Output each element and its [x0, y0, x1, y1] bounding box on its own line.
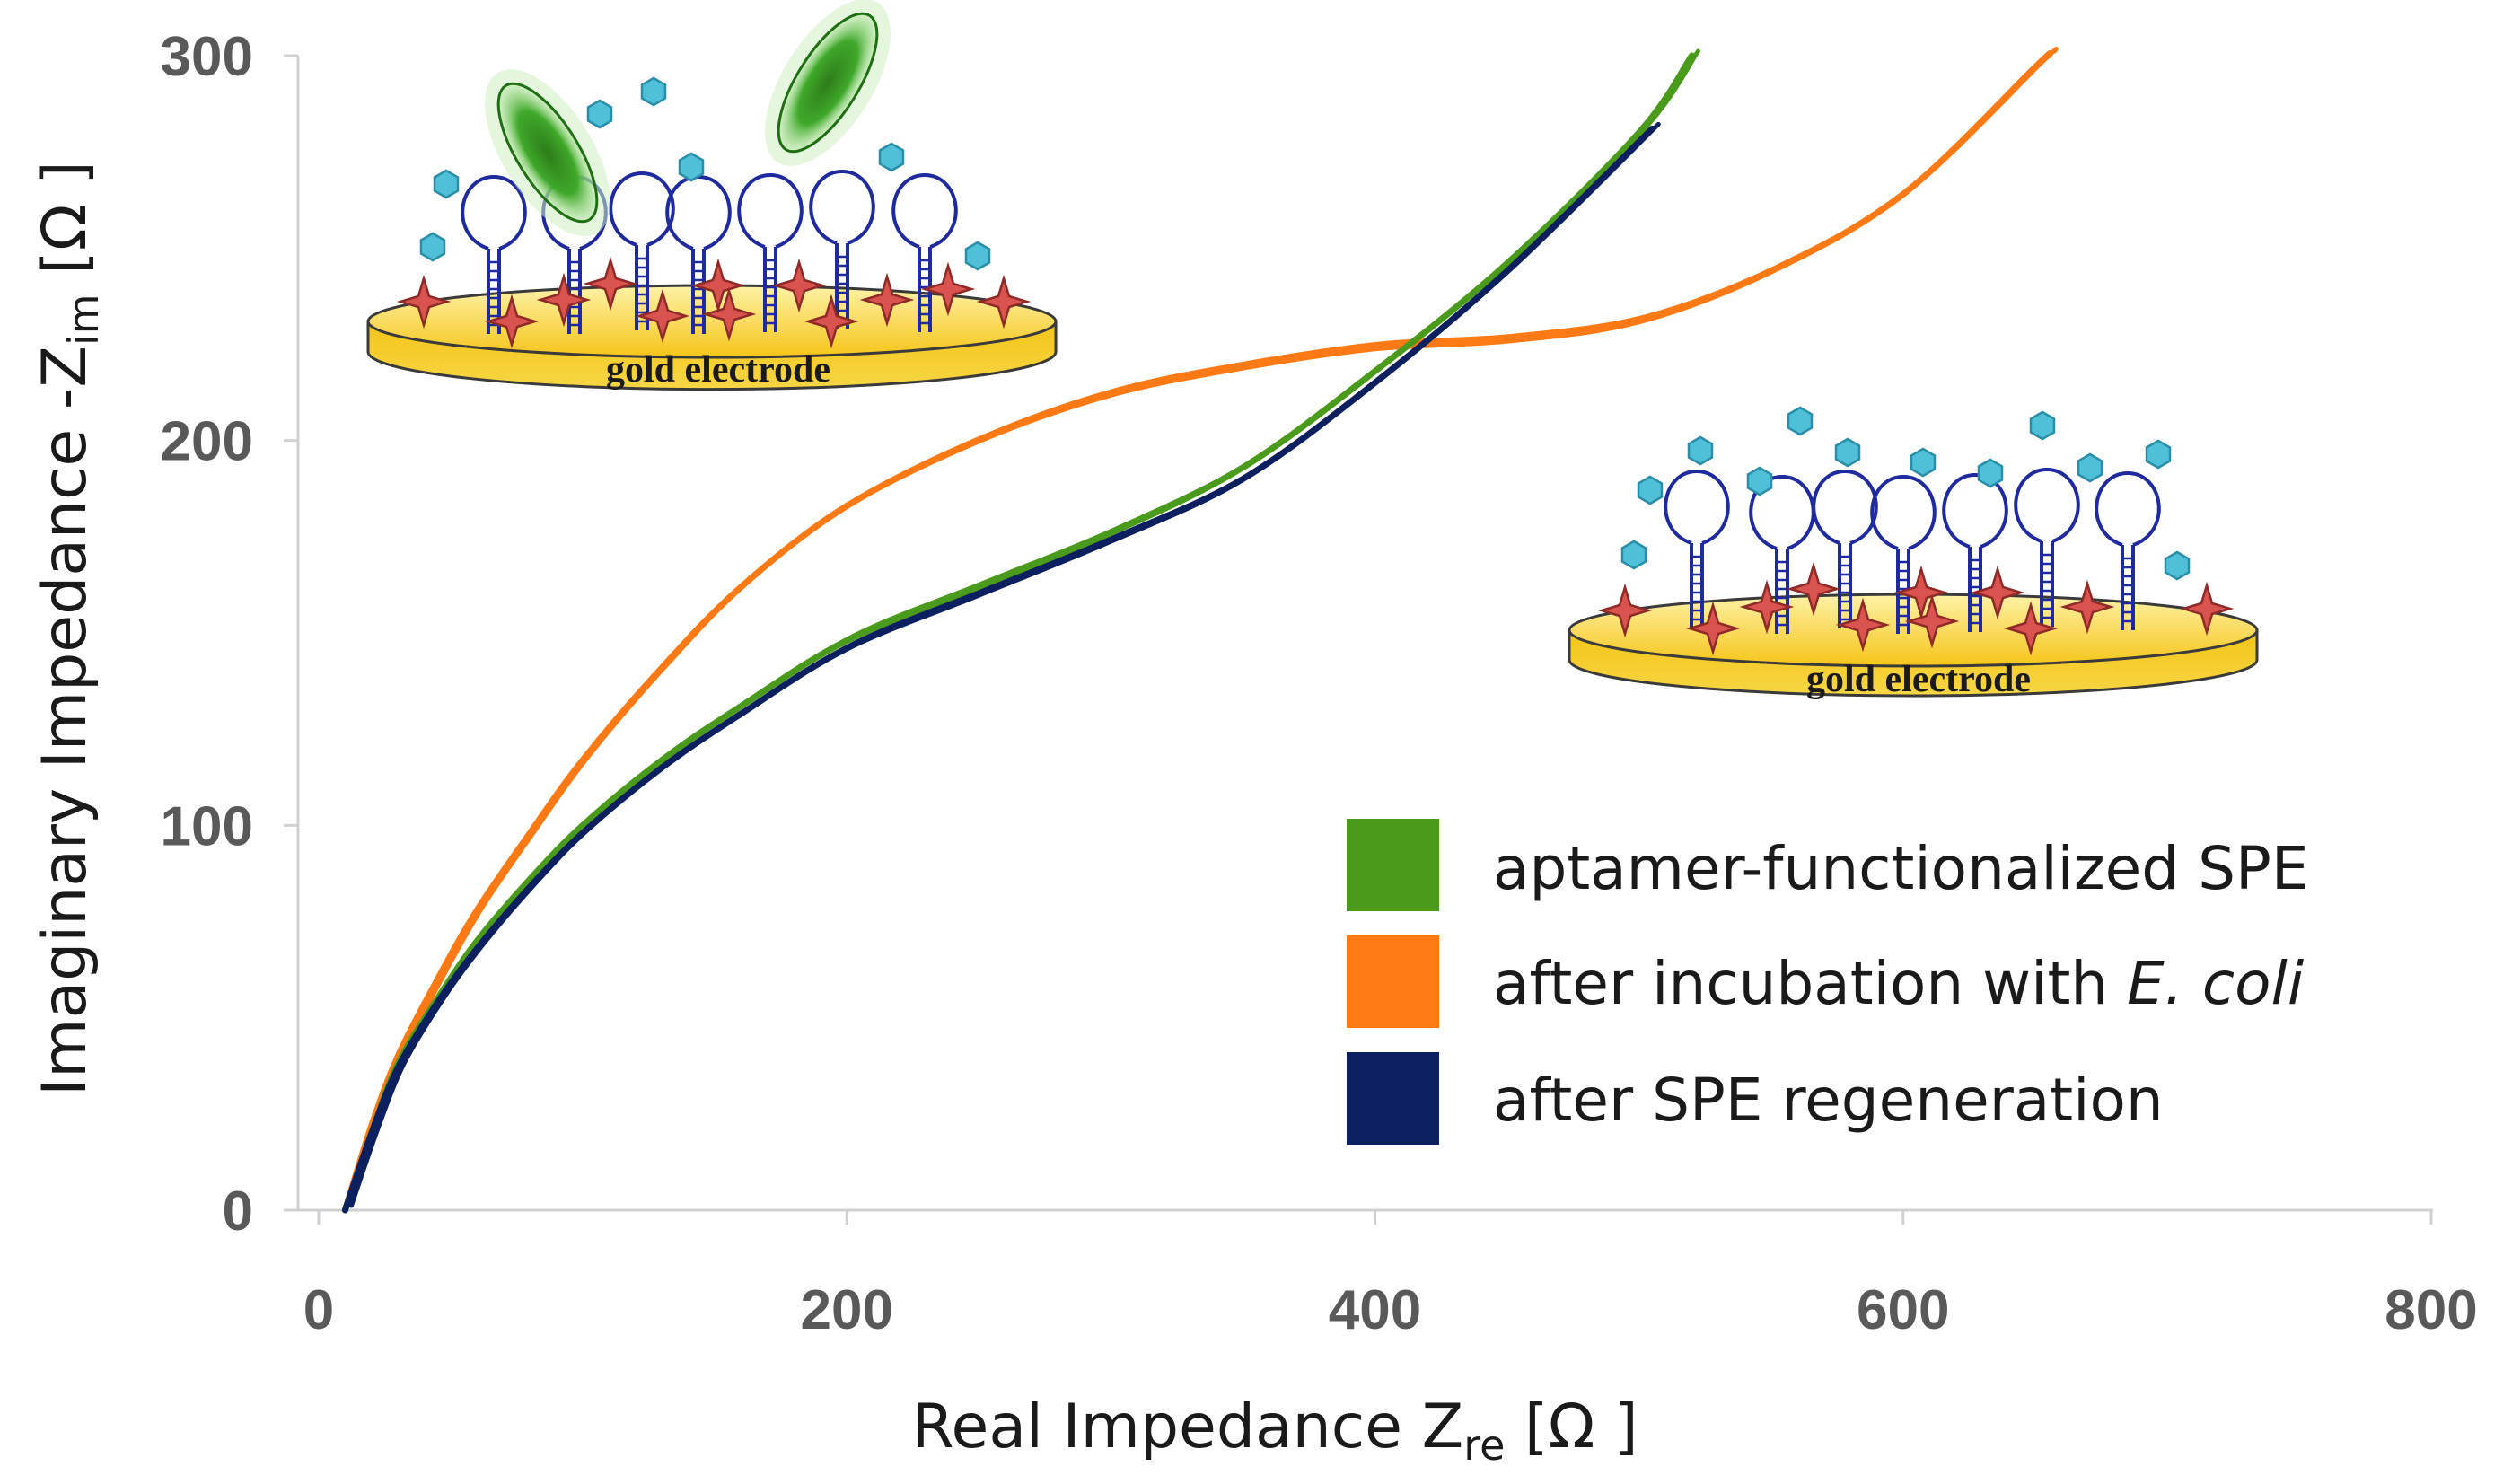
legend-label-incubation: after incubation with E. coli [1493, 949, 2305, 1018]
electrode-label: gold electrode [606, 349, 830, 391]
series-line-incubation-replicate [348, 47, 2059, 1208]
legend-swatch-incubation [1347, 935, 1439, 1028]
legend-swatch-regeneration [1347, 1052, 1439, 1145]
y-tick-label: 100 [161, 795, 253, 857]
y-axis-title: Imaginary Impedance -Zim [Ω ] [30, 161, 108, 1096]
legend-label-aptamer: aptamer-functionalized SPE [1493, 834, 2309, 903]
y-tick-label: 0 [223, 1181, 253, 1243]
bacterium-icon [765, 0, 891, 166]
x-axis-title: Real Impedance Zre [Ω ] [911, 1392, 1638, 1470]
legend: aptamer-functionalized SPE after incubat… [1347, 819, 2309, 1145]
legend-label-regeneration: after SPE regeneration [1493, 1066, 2164, 1135]
illustration-with-bacteria: gold electrode [366, 0, 1058, 391]
series-line-regeneration-replicate [348, 121, 1661, 1208]
x-tick-label: 800 [2384, 1279, 2477, 1341]
x-tick-label: 400 [1329, 1279, 1421, 1341]
series-line-aptamer-replicate [348, 48, 1700, 1208]
x-tick-label: 0 [303, 1279, 334, 1341]
y-tick-label: 300 [161, 26, 253, 88]
x-tick-label: 600 [1857, 1279, 1949, 1341]
electrode-label: gold electrode [1806, 659, 2031, 700]
illustration-regenerated: gold electrode [1568, 406, 2259, 700]
legend-swatch-aptamer [1347, 819, 1439, 911]
bacterium-icon [485, 69, 610, 236]
x-tick-label: 200 [801, 1279, 893, 1341]
series-layer [341, 47, 2059, 1214]
y-tick-label: 200 [161, 411, 253, 473]
